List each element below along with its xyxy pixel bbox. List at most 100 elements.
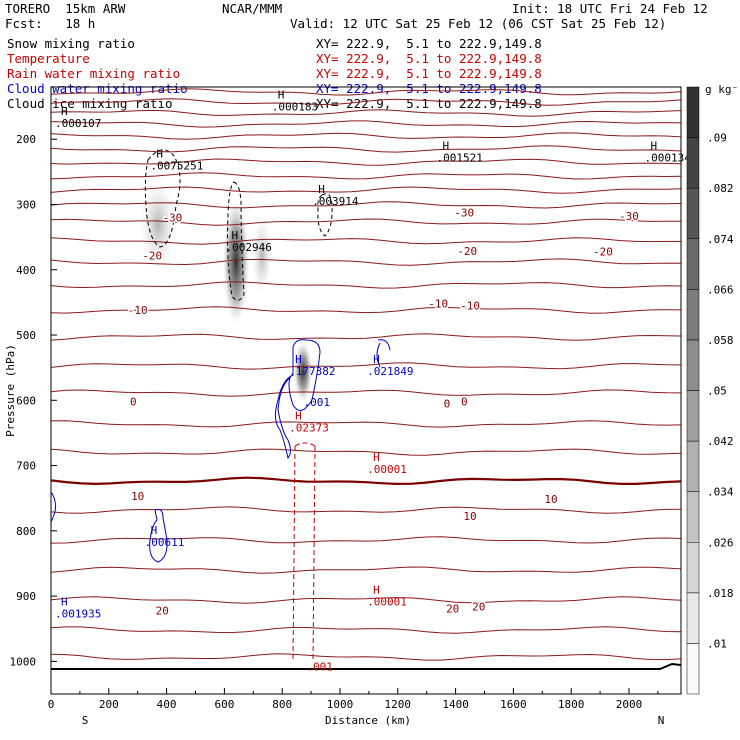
temperature-isotherm bbox=[51, 186, 681, 194]
y-tick-label: 400 bbox=[16, 264, 36, 277]
colorbar-label: .082 bbox=[707, 182, 734, 195]
extremum-value: .177382 bbox=[289, 365, 335, 378]
y-axis-label: Pressure (hPa) bbox=[4, 344, 17, 437]
legend-xy-rain: XY= 222.9, 5.1 to 222.9,149.8 bbox=[316, 66, 542, 81]
temperature-label: -10 bbox=[428, 298, 448, 311]
colorbar-label: .018 bbox=[707, 587, 734, 600]
temperature-isotherm bbox=[51, 420, 681, 428]
forecast-hour: Fcst: 18 h bbox=[5, 16, 96, 31]
x-axis-north-label: N bbox=[658, 714, 665, 727]
colorbar: .01 .018 .026 .034 .042 .05 .058 .066 .074 .082 .0… bbox=[686, 83, 740, 695]
temperature-label: -30 bbox=[454, 206, 474, 219]
y-tick-label: 900 bbox=[16, 590, 36, 603]
colorbar-swatch bbox=[686, 137, 700, 189]
x-axis-south-label: S bbox=[82, 714, 89, 727]
temperature-label: 0 bbox=[461, 396, 468, 409]
y-tick-label: 700 bbox=[16, 460, 36, 473]
temperature-isotherm bbox=[51, 109, 681, 117]
x-tick-label: 2000 bbox=[616, 698, 643, 711]
colorbar-label: .01 bbox=[707, 637, 727, 650]
temperature-isotherm bbox=[51, 145, 681, 153]
temperature-contours bbox=[51, 88, 681, 670]
center-title: NCAR/MMM bbox=[222, 1, 283, 16]
temperature-isotherm bbox=[51, 237, 681, 245]
extremum-value: .001521 bbox=[436, 151, 482, 164]
colorbar-swatch bbox=[686, 187, 700, 240]
colorbar-label: .042 bbox=[707, 435, 734, 448]
extremum-marker: H bbox=[232, 229, 239, 242]
colorbar-swatch bbox=[686, 289, 700, 341]
temperature-isotherm bbox=[51, 333, 681, 341]
colorbar-label: .034 bbox=[707, 486, 734, 499]
temperature-isotherm bbox=[51, 653, 681, 661]
colorbar-label: .05 bbox=[707, 385, 727, 398]
x-tick-label: 1800 bbox=[558, 698, 585, 711]
x-tick-label: 1400 bbox=[442, 698, 469, 711]
temperature-isotherm bbox=[51, 448, 681, 456]
colorbar-swatch bbox=[686, 390, 700, 442]
snow-contour-left bbox=[144, 149, 181, 248]
temperature-isotherm bbox=[51, 389, 681, 397]
extremum-marker: H bbox=[278, 89, 285, 102]
extrema-labels: H.000107H.000183H.0075251H.002946H.00391… bbox=[55, 89, 691, 674]
colorbar-label: .09 bbox=[707, 132, 727, 145]
temperature-isotherm bbox=[51, 258, 681, 266]
y-tick-label: 300 bbox=[16, 198, 36, 211]
extremum-value: .021849 bbox=[367, 365, 413, 378]
snow-contour-small bbox=[317, 193, 333, 237]
legend-label-rain: Rain water mixing ratio bbox=[7, 66, 181, 81]
model-title: TORERO 15km ARW bbox=[5, 1, 126, 16]
extremum-value: .000183 bbox=[272, 101, 318, 114]
temperature-label: 0 bbox=[444, 398, 451, 411]
temperature-isotherm bbox=[51, 506, 681, 514]
extremum-marker: H bbox=[373, 451, 380, 464]
plot-frame bbox=[50, 86, 682, 695]
temperature-label: -30 bbox=[619, 210, 639, 223]
temperature-isotherm bbox=[51, 566, 681, 574]
x-tick-label: 400 bbox=[157, 698, 177, 711]
snow-contour-center bbox=[227, 181, 245, 301]
temperature-label: 0 bbox=[130, 396, 137, 409]
snow-shade-right bbox=[252, 218, 272, 294]
colorbar-swatch bbox=[686, 339, 700, 391]
temperature-label: -20 bbox=[142, 249, 162, 262]
colorbar-swatch bbox=[686, 86, 700, 138]
extremum-value: .002946 bbox=[226, 241, 272, 254]
terrain-line bbox=[51, 662, 681, 670]
colorbar-label: .058 bbox=[707, 334, 734, 347]
extremum-value: .00611 bbox=[145, 536, 185, 549]
cloud-water-contour-center bbox=[274, 339, 321, 460]
extremum-marker: H bbox=[295, 410, 302, 423]
temperature-label: 10 bbox=[463, 510, 476, 523]
mixing-ratio-contours bbox=[51, 149, 391, 663]
extremum-marker: H bbox=[295, 353, 302, 366]
temperature-label: -30 bbox=[162, 212, 182, 225]
temperature-label: -20 bbox=[457, 245, 477, 258]
x-tick-label: 800 bbox=[272, 698, 292, 711]
cloud-water-contour-west bbox=[149, 508, 168, 563]
colorbar-unit: g kg⁻¹ bbox=[705, 83, 740, 96]
temperature-isotherm bbox=[51, 362, 681, 370]
ice-shade-core bbox=[294, 342, 312, 402]
legend-label-snow: Snow mixing ratio bbox=[7, 36, 135, 51]
legend-xy-temperature: XY= 222.9, 5.1 to 222.9,149.8 bbox=[316, 51, 542, 66]
temperature-isotherm bbox=[51, 596, 681, 604]
cloud-water-contour-edge bbox=[51, 491, 56, 523]
x-tick-label: 1600 bbox=[500, 698, 527, 711]
extremum-value: .001935 bbox=[55, 608, 101, 621]
extremum-value: .0075251 bbox=[150, 159, 203, 172]
legend-label-temperature: Temperature bbox=[7, 51, 90, 66]
extremum-value: .02373 bbox=[289, 422, 329, 435]
extremum-marker: H bbox=[156, 147, 163, 160]
temperature-isotherm bbox=[51, 158, 681, 166]
extremum-value: .000134 bbox=[645, 151, 692, 164]
temperature-label: 20 bbox=[472, 601, 485, 614]
extremum-value: .00001 bbox=[367, 463, 407, 476]
temperature-isotherm bbox=[51, 536, 681, 544]
colorbar-swatch bbox=[686, 440, 700, 492]
extremum-value: .00001 bbox=[367, 595, 407, 608]
init-time: Init: 18 UTC Fri 24 Feb 12 bbox=[512, 1, 708, 16]
temperature-isotherm bbox=[51, 476, 681, 486]
